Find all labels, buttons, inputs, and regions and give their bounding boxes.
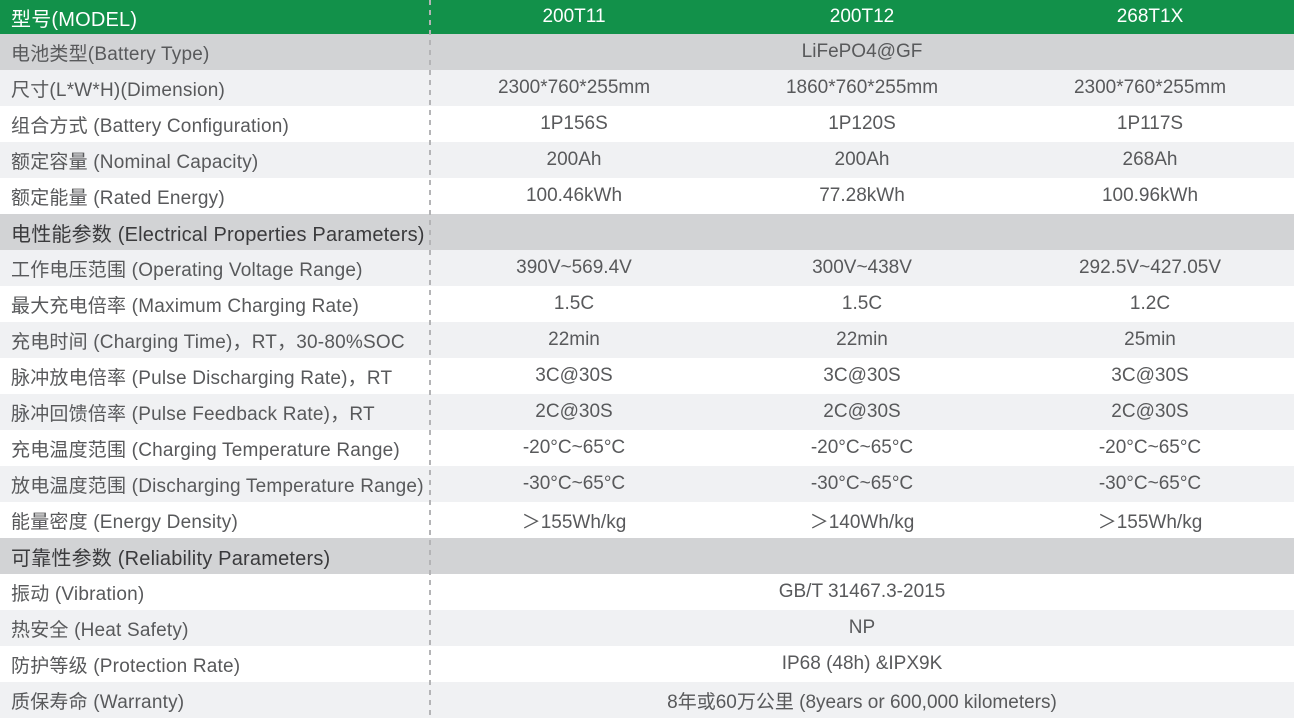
section-title: 电性能参数 (Electrical Properties Parameters) (11, 223, 425, 246)
cell-value: 22min (548, 329, 600, 350)
column-header-200t11: 200T11 (542, 6, 606, 27)
cell-value: 25min (1124, 329, 1176, 350)
cell-value: 1.5C (553, 293, 595, 314)
cell-value: -20°C~65°C (810, 437, 914, 458)
row-label: 脉冲回馈倍率 (Pulse Feedback Rate)，RT (11, 403, 375, 425)
section-header-electrical: 电性能参数 (Electrical Properties Parameters) (0, 214, 1294, 250)
table-row-voltage-range: 工作电压范围 (Operating Voltage Range) 390V~56… (0, 250, 1294, 286)
row-label: 防护等级 (Protection Rate) (11, 655, 241, 677)
row-label: 充电时间 (Charging Time)，RT，30-80%SOC (11, 331, 405, 353)
table-row-charging-temp: 充电温度范围 (Charging Temperature Range) -20°… (0, 430, 1294, 466)
cell-value: 2C@30S (823, 401, 901, 422)
table-row-max-charging-rate: 最大充电倍率 (Maximum Charging Rate) 1.5C 1.5C… (0, 286, 1294, 322)
table-row-heat-safety: 热安全 (Heat Safety) NP (0, 610, 1294, 646)
row-label: 能量密度 (Energy Density) (11, 511, 238, 533)
cell-value: 2C@30S (1111, 401, 1189, 422)
row-label: 质保寿命 (Warranty) (11, 691, 185, 713)
column-header-200t12: 200T12 (829, 6, 895, 27)
cell-value: 268Ah (1122, 149, 1178, 170)
row-label: 振动 (Vibration) (11, 583, 145, 605)
cell-value: -30°C~65°C (810, 473, 914, 494)
merged-value: GB/T 31467.3-2015 (778, 581, 946, 602)
row-label: 电池类型(Battery Type) (11, 43, 210, 65)
cell-value: ＞140Wh/kg (809, 511, 915, 533)
cell-value: -30°C~65°C (522, 473, 626, 494)
cell-value: 1P120S (828, 113, 896, 134)
row-label: 额定容量 (Nominal Capacity) (11, 151, 259, 173)
merged-value: NP (848, 617, 876, 638)
cell-value: 1.2C (1129, 293, 1171, 314)
table-row-dimension: 尺寸(L*W*H)(Dimension) 2300*760*255mm 1860… (0, 70, 1294, 106)
cell-value: 2C@30S (535, 401, 613, 422)
cell-value: -20°C~65°C (522, 437, 626, 458)
cell-value: 2300*760*255mm (497, 77, 651, 98)
cell-value: 1.5C (841, 293, 883, 314)
merged-value: LiFePO4@GF (801, 41, 923, 62)
cell-value: 3C@30S (535, 365, 613, 386)
cell-value: 100.46kWh (525, 185, 623, 206)
cell-value: 200Ah (546, 149, 602, 170)
model-header-cell: 型号(MODEL) (11, 8, 138, 31)
cell-value: 200Ah (834, 149, 890, 170)
section-header-reliability: 可靠性参数 (Reliability Parameters) (0, 538, 1294, 574)
cell-value: -20°C~65°C (1098, 437, 1202, 458)
table-row-rated-energy: 额定能量 (Rated Energy) 100.46kWh 77.28kWh 1… (0, 178, 1294, 214)
section-title: 可靠性参数 (Reliability Parameters) (11, 547, 331, 570)
row-label: 工作电压范围 (Operating Voltage Range) (11, 259, 363, 281)
table-row-protection-rate: 防护等级 (Protection Rate) IP68 (48h) &IPX9K (0, 646, 1294, 682)
row-label: 尺寸(L*W*H)(Dimension) (11, 79, 226, 101)
cell-value: 292.5V~427.05V (1078, 257, 1222, 278)
row-label: 额定能量 (Rated Energy) (11, 187, 225, 209)
cell-value: 1860*760*255mm (785, 77, 939, 98)
cell-value: 22min (836, 329, 888, 350)
cell-value: 300V~438V (812, 257, 912, 278)
table-row-warranty: 质保寿命 (Warranty) 8年或60万公里 (8years or 600,… (0, 682, 1294, 718)
table-row-charging-time: 充电时间 (Charging Time)，RT，30-80%SOC 22min … (0, 322, 1294, 358)
cell-value: 100.96kWh (1101, 185, 1199, 206)
table-header-row: 型号(MODEL) 200T11 200T12 268T1X (0, 0, 1294, 34)
cell-value: 3C@30S (823, 365, 901, 386)
cell-value: ＞155Wh/kg (1097, 511, 1203, 533)
table-row-pulse-feedback: 脉冲回馈倍率 (Pulse Feedback Rate)，RT 2C@30S 2… (0, 394, 1294, 430)
table-row-battery-type: 电池类型(Battery Type) LiFePO4@GF (0, 34, 1294, 70)
table-row-pulse-discharging: 脉冲放电倍率 (Pulse Discharging Rate)，RT 3C@30… (0, 358, 1294, 394)
merged-value: IP68 (48h) &IPX9K (781, 653, 943, 674)
row-label: 热安全 (Heat Safety) (11, 619, 189, 641)
cell-value: -30°C~65°C (1098, 473, 1202, 494)
cell-value: 77.28kWh (819, 185, 905, 206)
row-label: 脉冲放电倍率 (Pulse Discharging Rate)，RT (11, 367, 393, 389)
table-row-discharging-temp: 放电温度范围 (Discharging Temperature Range) -… (0, 466, 1294, 502)
merged-value: 8年或60万公里 (8years or 600,000 kilometers) (667, 691, 1057, 713)
cell-value: 3C@30S (1111, 365, 1189, 386)
row-label: 放电温度范围 (Discharging Temperature Range) (11, 475, 424, 497)
cell-value: ＞155Wh/kg (521, 511, 627, 533)
table-row-vibration: 振动 (Vibration) GB/T 31467.3-2015 (0, 574, 1294, 610)
cell-value: 2300*760*255mm (1073, 77, 1227, 98)
table-row-nominal-capacity: 额定容量 (Nominal Capacity) 200Ah 200Ah 268A… (0, 142, 1294, 178)
row-label: 组合方式 (Battery Configuration) (11, 115, 290, 137)
table-row-energy-density: 能量密度 (Energy Density) ＞155Wh/kg ＞140Wh/k… (0, 502, 1294, 538)
cell-value: 1P156S (540, 113, 608, 134)
cell-value: 390V~569.4V (516, 257, 632, 278)
column-header-268t1x: 268T1X (1116, 6, 1184, 27)
table-row-configuration: 组合方式 (Battery Configuration) 1P156S 1P12… (0, 106, 1294, 142)
cell-value: 1P117S (1116, 113, 1184, 134)
row-label: 最大充电倍率 (Maximum Charging Rate) (11, 295, 360, 317)
row-label: 充电温度范围 (Charging Temperature Range) (11, 439, 400, 461)
